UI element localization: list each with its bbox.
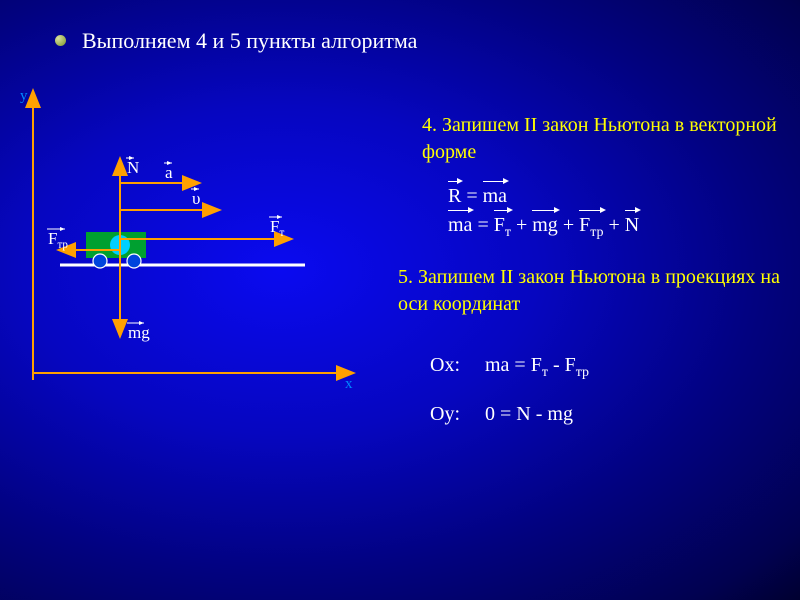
svg-text:Fтр: Fтр — [48, 229, 68, 251]
svg-text:y: y — [20, 88, 28, 104]
step-4-equations: R = ma ma = Fт + mg + Fтр + N — [448, 185, 639, 247]
svg-text:υ: υ — [192, 189, 200, 208]
equation-r-ma: R = ma — [448, 185, 639, 208]
equation-ox: Ox: ma = Fт - Fтр — [430, 354, 589, 381]
svg-text:N: N — [127, 158, 139, 177]
equation-oy: Oy: 0 = N - mg — [430, 403, 589, 426]
step-4-heading: 4. Запишем II закон Ньютона в векторной … — [422, 112, 782, 166]
svg-text:Fт: Fт — [270, 217, 284, 239]
svg-text:x: x — [345, 376, 353, 392]
svg-text:mg: mg — [128, 323, 150, 342]
step-5-equations: Ox: ma = Fт - Fтр Oy: 0 = N - mg — [430, 354, 589, 448]
page-title: Выполняем 4 и 5 пункты алгоритма — [82, 28, 417, 54]
equation-ma-sum: ma = Fт + mg + Fтр + N — [448, 214, 639, 241]
bullet-icon — [55, 35, 66, 46]
svg-text:a: a — [165, 163, 173, 182]
force-diagram: y x Nmg aυ Fт Fтр — [0, 80, 370, 400]
step-5-heading: 5. Запишем II закон Ньютона в проекциях … — [398, 264, 788, 318]
